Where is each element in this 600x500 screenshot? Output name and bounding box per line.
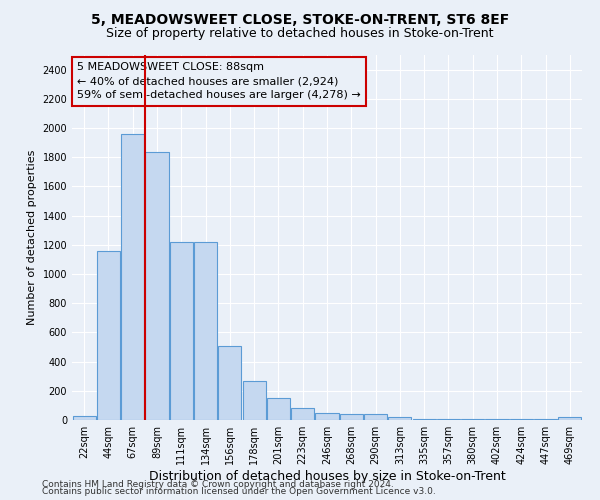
Text: Contains public sector information licensed under the Open Government Licence v3: Contains public sector information licen…	[42, 487, 436, 496]
Bar	[194, 242, 217, 420]
Bar	[559, 417, 581, 420]
Bar	[218, 346, 241, 420]
Bar	[316, 412, 338, 420]
Bar	[413, 418, 436, 420]
Bar	[242, 382, 266, 420]
Bar	[267, 398, 290, 420]
Text: Size of property relative to detached houses in Stoke-on-Trent: Size of property relative to detached ho…	[106, 28, 494, 40]
Y-axis label: Number of detached properties: Number of detached properties	[27, 150, 37, 325]
Bar	[170, 242, 193, 420]
X-axis label: Distribution of detached houses by size in Stoke-on-Trent: Distribution of detached houses by size …	[149, 470, 505, 483]
Text: Contains HM Land Registry data © Crown copyright and database right 2024.: Contains HM Land Registry data © Crown c…	[42, 480, 394, 489]
Bar	[97, 252, 120, 420]
Bar	[145, 152, 169, 420]
Bar	[364, 414, 387, 420]
Text: 5 MEADOWSWEET CLOSE: 88sqm
← 40% of detached houses are smaller (2,924)
59% of s: 5 MEADOWSWEET CLOSE: 88sqm ← 40% of deta…	[77, 62, 361, 100]
Text: 5, MEADOWSWEET CLOSE, STOKE-ON-TRENT, ST6 8EF: 5, MEADOWSWEET CLOSE, STOKE-ON-TRENT, ST…	[91, 12, 509, 26]
Bar	[73, 416, 95, 420]
Bar	[291, 408, 314, 420]
Bar	[388, 417, 412, 420]
Bar	[340, 414, 363, 420]
Bar	[121, 134, 144, 420]
Bar	[437, 419, 460, 420]
